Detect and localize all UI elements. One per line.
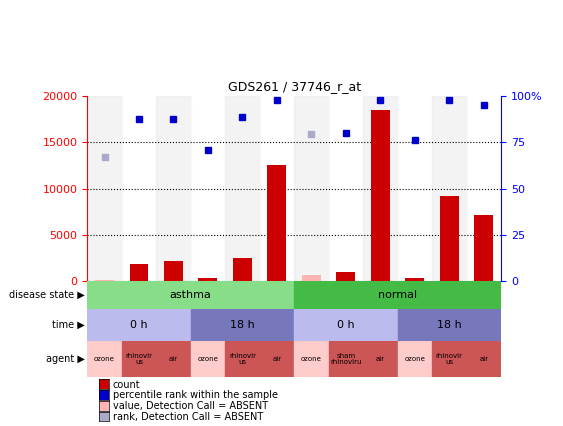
Text: asthma: asthma <box>170 290 212 300</box>
Bar <box>225 341 260 377</box>
Text: value, Detection Call = ABSENT: value, Detection Call = ABSENT <box>113 401 268 412</box>
Text: time ▶: time ▶ <box>52 320 84 330</box>
Bar <box>267 165 287 281</box>
Text: rhinovir
us: rhinovir us <box>229 353 256 365</box>
Bar <box>260 341 294 377</box>
Bar <box>129 264 149 281</box>
Bar <box>95 280 114 281</box>
Bar <box>191 341 225 377</box>
Bar <box>363 96 397 281</box>
Bar <box>363 341 397 377</box>
Bar <box>337 272 355 281</box>
Bar <box>164 261 183 281</box>
Bar <box>467 96 501 281</box>
Text: normal: normal <box>378 290 417 300</box>
Text: 18 h: 18 h <box>437 320 462 330</box>
Text: air: air <box>272 356 282 362</box>
Text: agent ▶: agent ▶ <box>46 354 84 364</box>
Text: disease state ▶: disease state ▶ <box>8 290 84 300</box>
Bar <box>397 309 501 341</box>
Text: 18 h: 18 h <box>230 320 255 330</box>
Bar <box>371 110 390 281</box>
Bar <box>405 278 425 281</box>
Text: air: air <box>479 356 488 362</box>
Bar <box>432 96 467 281</box>
Bar <box>260 96 294 281</box>
Text: percentile rank within the sample: percentile rank within the sample <box>113 390 278 400</box>
Bar <box>199 278 217 281</box>
Bar <box>329 96 363 281</box>
Text: air: air <box>169 356 178 362</box>
Bar <box>397 96 432 281</box>
Bar <box>432 341 467 377</box>
Bar <box>294 96 329 281</box>
Bar <box>157 341 191 377</box>
Bar <box>294 309 397 341</box>
Bar <box>122 96 157 281</box>
Title: GDS261 / 37746_r_at: GDS261 / 37746_r_at <box>227 80 361 93</box>
Bar <box>87 309 191 341</box>
Text: ozone: ozone <box>404 356 425 362</box>
Text: rhinovir
us: rhinovir us <box>436 353 463 365</box>
Bar <box>225 96 260 281</box>
Bar <box>329 341 363 377</box>
Text: sham
rhinoviru: sham rhinoviru <box>330 353 361 365</box>
Text: ozone: ozone <box>301 356 322 362</box>
Bar <box>87 281 294 309</box>
Text: rank, Detection Call = ABSENT: rank, Detection Call = ABSENT <box>113 412 263 422</box>
Bar <box>233 258 252 281</box>
Bar <box>302 275 321 281</box>
Bar <box>87 341 122 377</box>
Bar <box>122 341 157 377</box>
Bar <box>294 341 329 377</box>
Bar <box>397 341 432 377</box>
Text: 0 h: 0 h <box>130 320 148 330</box>
Text: ozone: ozone <box>94 356 115 362</box>
Text: 0 h: 0 h <box>337 320 355 330</box>
Text: ozone: ozone <box>198 356 218 362</box>
Bar <box>475 216 493 281</box>
Bar <box>191 309 294 341</box>
Bar <box>294 281 501 309</box>
Bar <box>87 96 122 281</box>
Text: count: count <box>113 380 140 389</box>
Bar <box>191 96 225 281</box>
Bar <box>467 341 501 377</box>
Text: air: air <box>376 356 385 362</box>
Bar <box>440 196 459 281</box>
Text: rhinovir
us: rhinovir us <box>126 353 153 365</box>
Bar <box>157 96 191 281</box>
